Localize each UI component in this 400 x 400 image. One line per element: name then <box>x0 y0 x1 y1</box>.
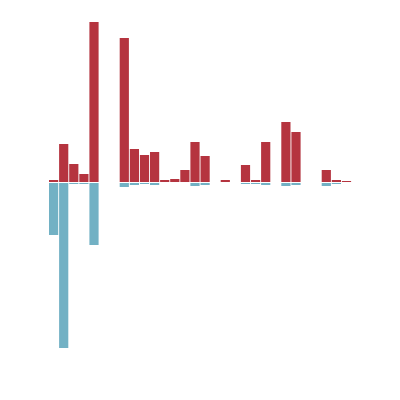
positive-bar-25 <box>291 132 301 182</box>
negative-bar-11 <box>150 183 160 185</box>
positive-bar-14 <box>180 170 190 182</box>
negative-bar-2 <box>59 183 69 348</box>
negative-bar-28 <box>321 183 331 186</box>
positive-bar-5 <box>89 22 99 182</box>
negative-bar-3 <box>69 183 79 184</box>
positive-bar-13 <box>170 179 180 182</box>
positive-bar-22 <box>261 142 271 182</box>
positive-bar-4 <box>79 174 89 182</box>
negative-bar-24 <box>281 183 291 186</box>
negative-bar-25 <box>291 183 301 185</box>
positive-bar-18 <box>220 180 230 182</box>
positive-bar-16 <box>200 156 210 182</box>
negative-bar-21 <box>251 183 261 184</box>
negative-bar-29 <box>331 183 341 184</box>
positive-bar-3 <box>69 164 79 182</box>
positive-bar-2 <box>59 144 69 182</box>
positive-bar-10 <box>139 155 150 182</box>
negative-bar-20 <box>240 183 251 184</box>
positive-bar-12 <box>160 180 170 182</box>
positive-bar-24 <box>281 122 291 182</box>
negative-bar-1 <box>49 183 59 235</box>
positive-bar-8 <box>119 38 129 182</box>
positive-bar-11 <box>150 152 160 182</box>
positive-bar-15 <box>190 142 200 182</box>
negative-bar-4 <box>79 183 89 184</box>
positive-bars-group <box>49 22 352 182</box>
positive-bar-30 <box>341 181 352 182</box>
negative-bar-16 <box>200 183 210 185</box>
negative-bar-10 <box>139 183 150 184</box>
negative-bar-15 <box>190 183 200 186</box>
negative-bar-5 <box>89 183 99 245</box>
positive-bar-29 <box>331 180 341 182</box>
negative-bar-22 <box>261 183 271 185</box>
positive-bar-1 <box>49 180 59 182</box>
negative-bar-8 <box>119 183 129 187</box>
negative-bars-group <box>49 183 341 348</box>
positive-bar-28 <box>321 170 331 182</box>
negative-bar-9 <box>129 183 139 185</box>
positive-bar-21 <box>251 180 261 182</box>
positive-bar-9 <box>129 149 139 182</box>
positive-bar-20 <box>240 165 251 182</box>
